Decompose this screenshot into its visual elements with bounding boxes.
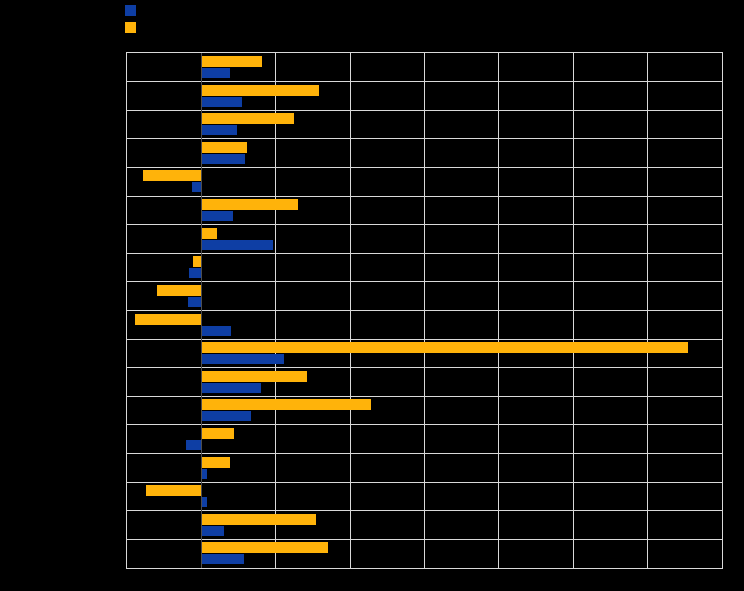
horizontal-gridline [127,367,722,369]
horizontal-gridline [127,453,722,455]
bar-blue-row-9 [187,296,202,307]
bar-orange-row-10 [135,313,202,325]
horizontal-gridline [127,224,722,226]
horizontal-gridline [127,252,722,254]
bar-blue-row-14 [185,439,202,450]
bar-blue-row-4 [201,153,245,164]
bar-orange-row-8 [193,256,202,268]
horizontal-gridline [127,510,722,512]
horizontal-gridline [127,281,722,283]
horizontal-gridline [127,481,722,483]
plot-area [126,52,723,569]
horizontal-gridline [127,310,722,311]
horizontal-gridline [127,81,722,83]
bar-blue-row-3 [201,125,238,136]
bar-blue-row-6 [201,211,233,222]
bar-blue-row-18 [201,554,244,565]
legend-swatch-series-blue [125,5,136,16]
horizontal-gridline [127,395,722,397]
horizontal-gridline [127,109,722,111]
bar-blue-row-15 [201,468,208,479]
bar-orange-row-16 [146,485,202,497]
bar-orange-row-6 [201,199,299,211]
bar-blue-row-1 [201,68,230,78]
bar-orange-row-3 [201,113,295,125]
horizontal-gridline [127,338,722,340]
bar-blue-row-17 [201,525,224,536]
horizontal-gridline [127,166,722,168]
bar-orange-row-7 [201,227,217,239]
bar-blue-row-5 [191,182,202,193]
bar-orange-row-5 [142,170,202,182]
bar-orange-row-14 [201,427,235,439]
bar-orange-row-9 [157,284,202,296]
bar-blue-row-7 [201,239,273,250]
bar-orange-row-15 [201,456,230,468]
bar-blue-row-13 [201,411,252,422]
bar-orange-row-17 [201,513,316,525]
bar-blue-row-16 [201,497,208,508]
bar-orange-row-2 [201,84,319,96]
bar-orange-row-12 [201,370,307,382]
bar-blue-row-8 [188,268,202,279]
bar-orange-row-4 [201,141,247,153]
bar-orange-row-13 [201,399,371,411]
horizontal-gridline [127,195,722,197]
horizontal-gridline [127,538,722,540]
bar-orange-row-1 [201,56,263,67]
horizontal-gridline [127,424,722,426]
horizontal-gridline [127,138,722,140]
bar-blue-row-12 [201,382,261,393]
legend-swatch-series-orange [125,22,136,33]
bar-orange-row-18 [201,542,328,554]
bar-blue-row-2 [201,96,242,107]
bar-orange-row-11 [201,342,688,354]
bar-blue-row-10 [201,325,232,336]
bar-blue-row-11 [201,354,284,365]
zero-axis-line [200,53,202,568]
